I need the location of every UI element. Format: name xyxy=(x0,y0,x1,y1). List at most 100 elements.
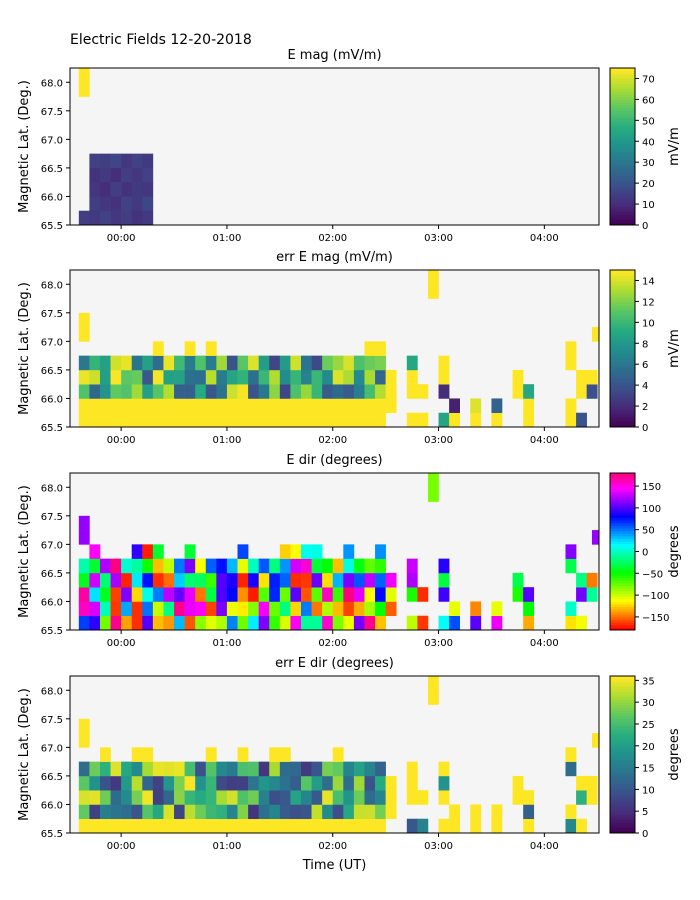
colorbar-segment xyxy=(610,117,635,121)
colorbar-segment xyxy=(610,211,635,216)
heatmap-cell xyxy=(353,384,365,399)
heatmap-cell xyxy=(152,587,164,602)
heatmap-cell xyxy=(353,412,365,428)
heatmap-cell xyxy=(565,761,577,777)
heatmap-cell xyxy=(226,761,238,777)
colorbar-label: degrees xyxy=(667,728,682,781)
colorbar-segment xyxy=(610,546,635,550)
colorbar-segment xyxy=(610,369,635,373)
colorbar-segment xyxy=(610,569,635,573)
heatmap-cell xyxy=(78,761,90,777)
heatmap-cell xyxy=(99,775,111,791)
heatmap-cell xyxy=(142,398,154,414)
heatmap-cell xyxy=(226,601,238,617)
colorbar-segment xyxy=(610,499,635,503)
heatmap-cell xyxy=(364,355,376,371)
colorbar-segment xyxy=(610,272,635,276)
colorbar-segment xyxy=(610,564,635,568)
colorbar-segment xyxy=(610,99,635,103)
heatmap-cell xyxy=(438,558,450,574)
heatmap-cell xyxy=(301,775,312,791)
heatmap-cell xyxy=(438,587,450,602)
heatmap-cell xyxy=(142,572,154,588)
heatmap-cell xyxy=(89,384,101,399)
heatmap-cell xyxy=(591,530,600,545)
colorbar-segment xyxy=(610,582,635,587)
heatmap-cell xyxy=(301,369,312,385)
heatmap-cell xyxy=(237,775,249,791)
heatmap-cell xyxy=(248,790,259,805)
heatmap-cell xyxy=(121,369,133,385)
heatmap-cell xyxy=(195,384,207,399)
y-tick-label: 66.5 xyxy=(41,164,63,175)
heatmap-cell xyxy=(269,615,281,631)
colorbar-segment xyxy=(610,356,635,360)
heatmap-cell xyxy=(279,761,291,777)
colorbar-segment xyxy=(610,390,635,394)
heatmap-cell xyxy=(110,369,122,385)
heatmap-cell xyxy=(152,572,164,588)
heatmap-cell xyxy=(290,601,302,617)
colorbar-tick-label: 8 xyxy=(642,339,648,350)
heatmap-cell xyxy=(406,369,418,385)
heatmap-cell xyxy=(163,818,175,834)
heatmap-cell xyxy=(364,804,376,820)
heatmap-panel-4: err E dir (degrees) 65.5 66.0 66.5 67.0 67.5 6… xyxy=(17,656,682,873)
colorbar-segment xyxy=(610,133,635,137)
heatmap-cell xyxy=(142,790,154,805)
heatmap-cell xyxy=(322,558,334,574)
colorbar-tick-label: 12 xyxy=(642,297,655,308)
heatmap-cell xyxy=(121,412,133,428)
heatmap-cell xyxy=(237,818,249,834)
heatmap-cell xyxy=(343,369,355,385)
colorbar-frame xyxy=(609,269,636,428)
heatmap-cell xyxy=(258,355,270,371)
heatmap-cell xyxy=(226,587,238,602)
heatmap-cell xyxy=(258,398,270,414)
colorbar-segment xyxy=(610,686,635,690)
colorbar-label: degrees xyxy=(667,525,682,578)
y-tick-label: 67.0 xyxy=(41,135,63,146)
colorbar-segment xyxy=(610,78,635,82)
colorbar-segment xyxy=(610,379,635,384)
colorbar-segment xyxy=(610,190,635,195)
heatmap-cell xyxy=(269,761,281,777)
heatmap-cell xyxy=(110,182,122,197)
heatmap-cell xyxy=(322,412,334,428)
colorbar-segment xyxy=(610,180,635,184)
heatmap-cell xyxy=(343,412,355,428)
heatmap-cell xyxy=(216,412,228,428)
colorbar-segment xyxy=(610,172,635,176)
heatmap-cell xyxy=(78,733,90,748)
heatmap-cell xyxy=(99,804,111,820)
y-axis-label: Magnetic Lat. (Deg.) xyxy=(17,282,32,415)
heatmap-cell xyxy=(301,412,312,428)
heatmap-cell xyxy=(216,572,228,588)
heatmap-cell xyxy=(364,615,376,631)
colorbar-segment xyxy=(610,424,635,428)
colorbar-segment xyxy=(610,798,635,803)
heatmap-cell xyxy=(470,601,482,617)
heatmap-cell xyxy=(523,412,535,428)
colorbar-segment xyxy=(610,598,635,602)
heatmap-cell xyxy=(142,153,154,169)
colorbar-segment xyxy=(610,704,635,708)
heatmap-cell xyxy=(576,775,587,791)
heatmap-cell xyxy=(131,804,143,820)
heatmap-cell xyxy=(269,558,281,574)
heatmap-cell xyxy=(269,775,281,791)
heatmap-cell xyxy=(470,615,482,631)
heatmap-cell xyxy=(364,775,376,791)
colorbar-segment xyxy=(610,699,635,703)
heatmap-cell xyxy=(78,398,90,414)
heatmap-cell xyxy=(226,412,238,428)
heatmap-cell xyxy=(226,818,238,834)
heatmap-cell xyxy=(99,167,111,183)
colorbar-segment xyxy=(610,141,635,145)
plot-frame xyxy=(69,67,600,226)
heatmap-cell xyxy=(216,398,228,414)
heatmap-cell xyxy=(99,369,111,385)
heatmap-cell xyxy=(353,572,365,588)
colorbar-segment xyxy=(610,819,635,824)
heatmap-cell xyxy=(269,355,281,371)
